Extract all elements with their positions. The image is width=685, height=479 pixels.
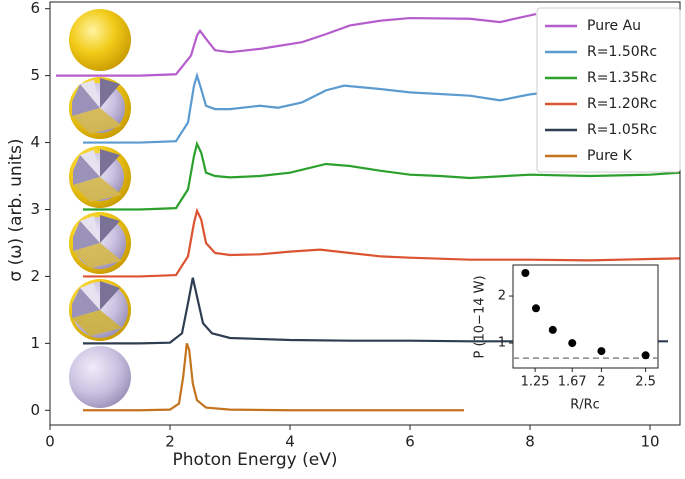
y-tick-label: 4: [30, 133, 40, 151]
line-series: [83, 140, 681, 211]
x-tick-label: 2: [165, 433, 175, 451]
line-series: [83, 277, 668, 345]
inset-y-label: P (10−14 W): [473, 275, 488, 358]
line-series: [83, 207, 681, 278]
x-tick-label: 8: [525, 433, 535, 451]
sphere-icons: [69, 9, 131, 408]
x-tick-label: 0: [45, 433, 55, 451]
inset-y-tick-label: 1: [498, 336, 506, 351]
scatter-point: [597, 347, 606, 356]
plot-frame: [49, 1, 681, 426]
y-axis-label: σ (ω) (arb. units): [6, 138, 26, 281]
y-tick-label: 0: [30, 401, 40, 419]
y-tick-label: 2: [30, 267, 40, 285]
x-tick-label: 4: [285, 433, 295, 451]
y-tick-label: 1: [30, 334, 40, 352]
y-tick-label: 6: [30, 0, 40, 17]
legend-label: R=1.50Rc: [587, 44, 657, 60]
inset-x-label: R/Rc: [570, 398, 600, 413]
x-axis-label: Photon Energy (eV): [173, 450, 338, 470]
inset-x-tick-label: 1.25: [521, 375, 550, 390]
legend-label: R=1.05Rc: [587, 122, 657, 138]
y-tick-label: 5: [30, 66, 40, 84]
legend-label: R=1.35Rc: [587, 70, 657, 86]
inset-y-tick-label: 2: [498, 289, 506, 304]
x-tick-label: 10: [640, 433, 659, 451]
scatter-point: [641, 351, 650, 360]
scatter-point: [548, 325, 557, 334]
legend-label: R=1.20Rc: [587, 96, 657, 112]
inset-x-tick-label: 2: [597, 375, 605, 390]
line-series: [83, 71, 549, 144]
line-series: [56, 12, 537, 77]
x-tick-label: 6: [405, 433, 415, 451]
scatter-point: [521, 268, 530, 277]
inset-x-tick-label: 2.5: [635, 375, 656, 390]
inset-frame: [512, 264, 659, 369]
legend-label: Pure Au: [587, 18, 641, 34]
scatter-point: [568, 339, 577, 348]
scatter-point: [531, 304, 540, 313]
inset-x-tick-label: 1.67: [558, 375, 587, 390]
line-series: [83, 342, 464, 412]
legend-label: Pure K: [587, 148, 633, 164]
y-tick-label: 3: [30, 200, 40, 218]
